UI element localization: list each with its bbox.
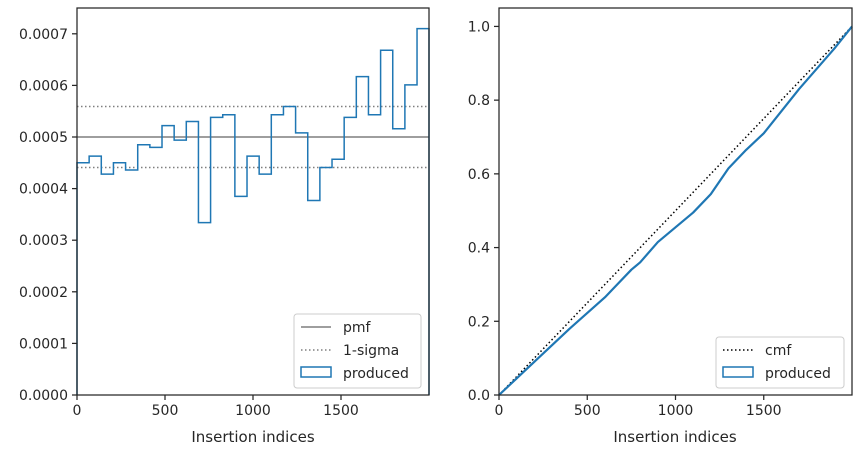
cmf-x-ticks: 0 500 1000 1500 — [495, 395, 782, 419]
cmf-x-tick-label: 0 — [495, 403, 504, 419]
cmf-x-tick-label: 1000 — [658, 403, 694, 419]
produced-legend-label: produced — [343, 366, 409, 382]
cmf-y-tick-label: 0.8 — [468, 93, 490, 109]
pmf-x-tick-label: 500 — [152, 403, 179, 419]
cmf-y-tick-label: 0.4 — [468, 241, 490, 257]
pmf-y-tick-label: 0.0002 — [19, 285, 68, 301]
pmf-legend-label: pmf — [343, 320, 372, 336]
cmf-y-tick-label: 0.6 — [468, 167, 490, 183]
produced-cumulative-line — [498, 25, 853, 396]
cmf-y-tick-label: 1.0 — [468, 19, 490, 35]
pmf-plot-area — [76, 27, 430, 395]
sigma-legend-label: 1-sigma — [343, 343, 399, 359]
cmf-produced-legend-swatch — [722, 366, 754, 378]
cmf-panel: 0 500 1000 1500 0.0 0.2 0.4 0.6 0.8 1.0 Insertio… — [468, 7, 853, 446]
pmf-legend: pmf 1-sigma produced — [293, 313, 422, 389]
pmf-x-ticks: 0 500 1000 1500 — [73, 395, 359, 419]
cmf-y-ticks: 0.0 0.2 0.4 0.6 0.8 1.0 — [468, 19, 499, 404]
pmf-x-tick-label: 1000 — [235, 403, 271, 419]
pmf-legend-box — [293, 313, 422, 389]
cmf-y-tick-label: 0.0 — [468, 388, 490, 404]
cmf-produced-legend-label: produced — [765, 366, 831, 382]
pmf-x-tick-label: 1500 — [323, 403, 359, 419]
cmf-x-axis-label: Insertion indices — [613, 428, 736, 446]
produced-histogram — [76, 27, 430, 395]
pmf-y-tick-label: 0.0003 — [19, 233, 68, 249]
cmf-legend: cmf produced — [715, 336, 845, 389]
pmf-x-axis-label: Insertion indices — [191, 428, 314, 446]
pmf-y-tick-label: 0.0007 — [19, 27, 68, 43]
pmf-panel: 0 500 1000 1500 0.00000.00010.00020.00030.0… — [19, 7, 430, 446]
cmf-y-tick-label: 0.2 — [468, 314, 490, 330]
cmf-x-tick-label: 1500 — [746, 403, 782, 419]
pmf-y-tick-label: 0.0005 — [19, 130, 68, 146]
pmf-y-ticks: 0.0000 0.0001 0.0002 0.0003 0.0004 0.0005 0.00… — [19, 27, 77, 404]
pmf-y-tick-label: 0.0000 — [19, 388, 68, 404]
cmf-legend-label: cmf — [765, 343, 792, 359]
cmf-plot-area — [498, 25, 853, 396]
pmf-x-tick-label: 0 — [73, 403, 82, 419]
pmf-y-tick-label: 0.0001 — [19, 336, 68, 352]
pmf-y-tick-label: 0.0004 — [19, 182, 68, 198]
cmf-line — [498, 25, 853, 396]
pmf-y-tick-label: 0.0006 — [19, 78, 68, 94]
produced-legend-swatch — [300, 366, 332, 378]
cmf-x-tick-label: 500 — [574, 403, 601, 419]
